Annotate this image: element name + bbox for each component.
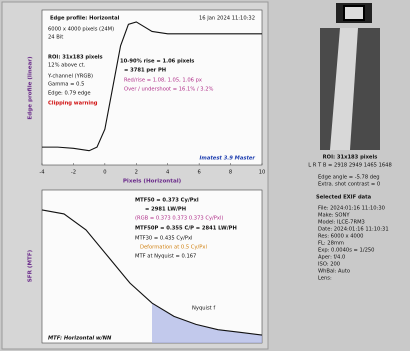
mtf50-lwph: = 2981 LW/PH (145, 207, 186, 213)
edge-info: 12% above ct. (48, 63, 86, 69)
mtf-caption: MTF: Horizontal w/NN (48, 336, 112, 342)
edge-info: 24 Bit (48, 35, 63, 41)
exif-line: WhBal: Auto (318, 269, 350, 275)
mtf-nyquist: MTF at Nyquist = 0.167 (135, 254, 196, 260)
y-axis-label: SFR (MTF) (28, 249, 34, 282)
exif-line: Res: 6000 x 4000 (318, 234, 363, 240)
exif-line: Aper: f/4.0 (318, 255, 345, 261)
roi-caption: ROI: 31x183 pixels (323, 155, 378, 161)
exif-line: Date: 2024:01:16 11:10:31 (318, 227, 389, 233)
mtf50: MTF50 = 0.373 Cy/Pxl (135, 198, 199, 204)
edge-info: 6000 x 4000 pixels (24M) (48, 27, 114, 33)
y-axis-label: Edge profile (linear) (28, 56, 34, 120)
nyquist-label: Nyquist f (192, 306, 215, 312)
exif-line: Make: SONY (318, 213, 350, 219)
exif-line: Model: ILCE-7RM3 (318, 220, 365, 226)
rise-text: = 3781 per PH (124, 68, 166, 74)
clipping-warning: Clipping warning (48, 101, 98, 107)
mtf50-rgb: (RGB = 0.373 0.373 0.373 Cy/Pxl) (135, 216, 223, 222)
edge-contrast: Extra. shot contrast = 0 (318, 182, 380, 188)
x-tick-label: -2 (71, 170, 76, 176)
brand: Imatest 3.9 Master (199, 156, 255, 162)
exif-line: Exp: 0.0040s = 1/250 (318, 248, 375, 254)
edge-info: Gamma = 0.5 (48, 82, 84, 88)
x-tick-label: 0 (103, 170, 106, 176)
screen: Edge profile: Horizontal 16 Jan 2024 11:… (0, 0, 410, 351)
x-tick-label: 10 (259, 170, 266, 176)
x-axis-label: Pixels (Horizontal) (123, 179, 182, 185)
exif-line: ISO: 200 (318, 262, 340, 268)
rise-text: 10-90% rise = 1.06 pixels (120, 59, 194, 65)
edge-info: Edge: 0.79 edge (48, 91, 91, 97)
overshoot: Over / undershoot = 16.1% / 3.2% (124, 87, 214, 93)
exif-line: FL: 28mm (318, 241, 344, 247)
mtf50p: MTF50P = 0.355 C/P = 2841 LW/PH (135, 226, 237, 232)
x-tick-label: 6 (197, 170, 200, 176)
mtf30: MTF30 = 0.435 Cy/Pxl (135, 236, 192, 242)
roi-thumbnail-inner (344, 6, 364, 20)
exif-title: Selected EXIF data (316, 195, 372, 201)
exif-line: File: 2024:01:16 11:10:30 (318, 206, 385, 212)
deformation: Deformation at 0.5 Cy/Pxl (140, 245, 207, 251)
x-tick-label: 2 (135, 170, 138, 176)
edge-angle: Edge angle = -5.78 deg (318, 175, 380, 181)
roi-coords: L R T B = 2918 2949 1465 1648 (308, 163, 392, 169)
x-tick-label: -4 (39, 170, 45, 176)
exif-line: Lens: (318, 276, 332, 282)
edge-title: Edge profile: Horizontal (50, 16, 120, 22)
edge-info: Y-channel (YRGB) (47, 74, 93, 80)
edge-info: ROI: 31x183 pixels (48, 55, 103, 61)
rise-rgb: Red/rise = 1.08, 1.05, 1.06 px (124, 78, 202, 84)
x-tick-label: 8 (229, 170, 232, 176)
edge-date: 16 Jan 2024 11:10:32 (199, 16, 255, 22)
